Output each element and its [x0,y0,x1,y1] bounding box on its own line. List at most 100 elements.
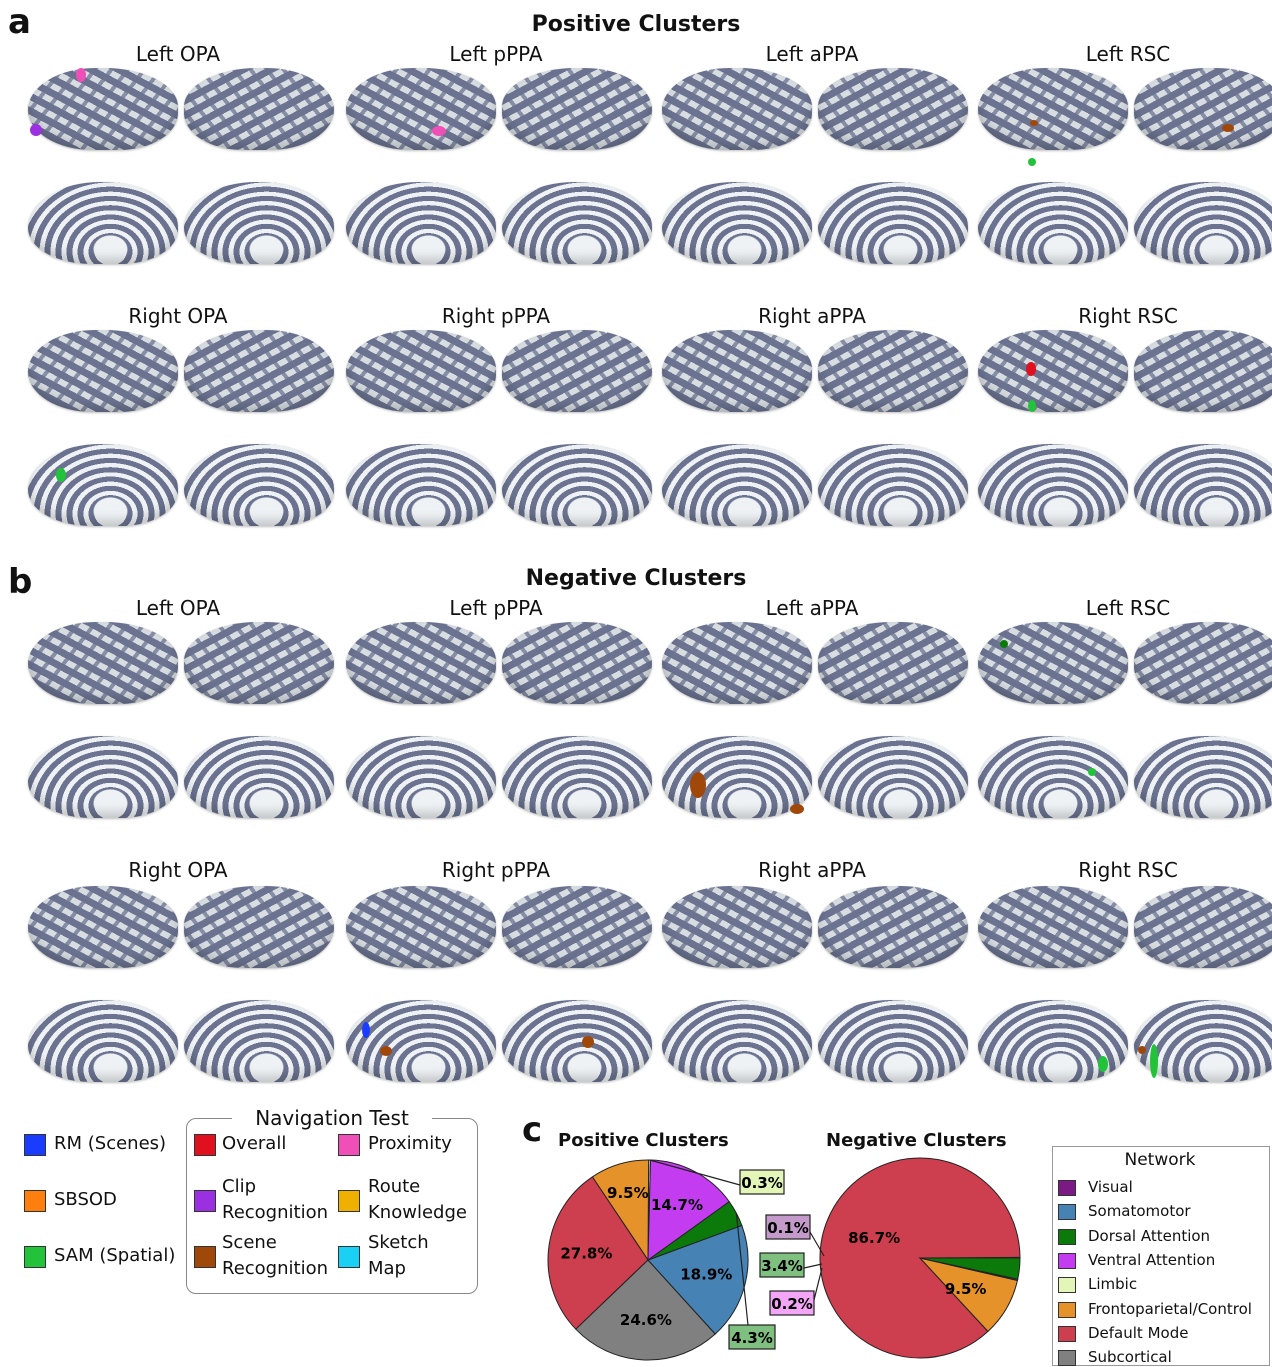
brain-medial-view [184,1000,334,1082]
cluster-spot [1150,1044,1158,1078]
brain-lateral-view [28,886,178,968]
brain-medial-view [28,182,178,264]
network-swatch [1058,1325,1076,1342]
network-label: Dorsal Attention [1088,1226,1211,1245]
legend-label-sketch-map: Sketch Map [368,1232,429,1279]
pie-data-label: 9.5% [945,1280,987,1298]
brain-lateral-view [662,622,812,704]
brain-medial-view [28,1000,178,1082]
brain-lateral-view [346,68,496,150]
brain-medial-view [28,736,178,818]
cluster-spot [1030,120,1038,126]
cluster-spot [1000,640,1008,648]
pie-slice [919,1257,1021,1280]
pie-label-box [759,1252,805,1278]
legend-swatch-clip-recognition [194,1190,216,1212]
network-label: Somatomotor [1088,1202,1191,1221]
navigation-legend-title: Navigation Test [232,1106,432,1130]
brain-medial-view [662,444,812,526]
brain-lateral-view [978,886,1128,968]
legend-swatch-overall [194,1134,216,1156]
brain-lateral-view [978,68,1128,150]
legend-swatch-sketch-map [338,1246,360,1268]
brain-medial-view [502,736,652,818]
cluster-spot [1138,1046,1146,1054]
legend-label-clip-recognition: Clip Recognition [222,1176,328,1223]
pie-label-box [739,1169,785,1195]
network-legend-box [1052,1146,1270,1366]
network-swatch [1058,1277,1076,1294]
cluster-spot [432,126,446,136]
brain-lateral-view [346,886,496,968]
brain-medial-view [978,1000,1128,1082]
legend-label-scene-recognition: Scene Recognition [222,1232,328,1279]
cluster-spot [56,468,66,482]
brain-medial-view [502,182,652,264]
brain-medial-view [1134,444,1272,526]
brain-medial-view [818,1000,968,1082]
cluster-spot [76,68,86,82]
roi-label: Left aPPA [765,596,859,620]
legend-label-sam-spatial: SAM (Spatial) [54,1245,176,1266]
pie-data-label: 4.3% [731,1329,773,1347]
cluster-spot [1028,400,1036,412]
pie-label-box [728,1324,776,1350]
pie-data-label: 27.8% [560,1244,612,1262]
network-label: Visual [1088,1178,1133,1196]
panel-letter-b: b [8,562,33,602]
pie-title-negative: Negative Clusters [826,1130,1007,1151]
brain-medial-view [662,182,812,264]
brain-medial-view [346,444,496,526]
legend-label-overall: Overall [222,1133,287,1154]
legend-swatch-route-knowledge [338,1190,360,1212]
brain-medial-view [662,1000,812,1082]
cluster-spot [790,804,804,814]
brain-medial-view [28,444,178,526]
network-swatch [1058,1350,1076,1367]
network-label: Ventral Attention [1088,1250,1216,1269]
pie-slice [547,1176,649,1330]
cluster-spot [380,1046,392,1056]
cluster-spot [30,124,42,136]
legend-swatch-proximity [338,1134,360,1156]
brain-medial-view [184,736,334,818]
panel-letter-a: a [8,2,31,42]
brain-lateral-view [662,68,812,150]
pie-data-label: 0.2% [771,1295,813,1313]
roi-label: Right pPPA [441,304,551,328]
brain-medial-view [818,182,968,264]
roi-label: Right aPPA [758,858,866,882]
brain-medial-view [502,1000,652,1082]
pie-slice [647,1159,730,1261]
panel-letter-c: c [522,1110,543,1150]
pie-data-label: 0.3% [741,1174,783,1192]
pie-data-label: 14.7% [651,1196,703,1214]
roi-label: Left OPA [135,42,221,66]
pie-data-label: 86.7% [848,1229,900,1247]
cluster-spot [690,772,706,798]
legend-label-rm-scenes: RM (Scenes) [54,1133,167,1154]
section-title-positive: Positive Clusters [531,12,741,37]
roi-label: Right RSC [1078,858,1178,882]
pie-label-box [769,1290,815,1316]
brain-lateral-view [28,622,178,704]
pie-data-label: 18.9% [680,1265,732,1283]
roi-label: Left pPPA [449,596,543,620]
roi-label: Right pPPA [441,858,551,882]
brain-medial-view [978,182,1128,264]
legend-label-proximity: Proximity [368,1133,452,1154]
brain-lateral-view [662,886,812,968]
brain-medial-view [184,444,334,526]
brain-medial-view [662,736,812,818]
pie-data-label: 24.6% [620,1311,672,1329]
roi-label: Left OPA [135,596,221,620]
cluster-spot [362,1022,370,1038]
network-label: Frontoparietal/Control [1088,1299,1252,1318]
cluster-spot [1026,362,1036,376]
legend-swatch-sbsod [24,1190,46,1212]
network-swatch [1058,1204,1076,1221]
roi-label: Left aPPA [765,42,859,66]
cluster-spot [1028,158,1036,166]
legend-swatch-sam-spatial [24,1246,46,1268]
pie-title-positive: Positive Clusters [558,1130,729,1151]
